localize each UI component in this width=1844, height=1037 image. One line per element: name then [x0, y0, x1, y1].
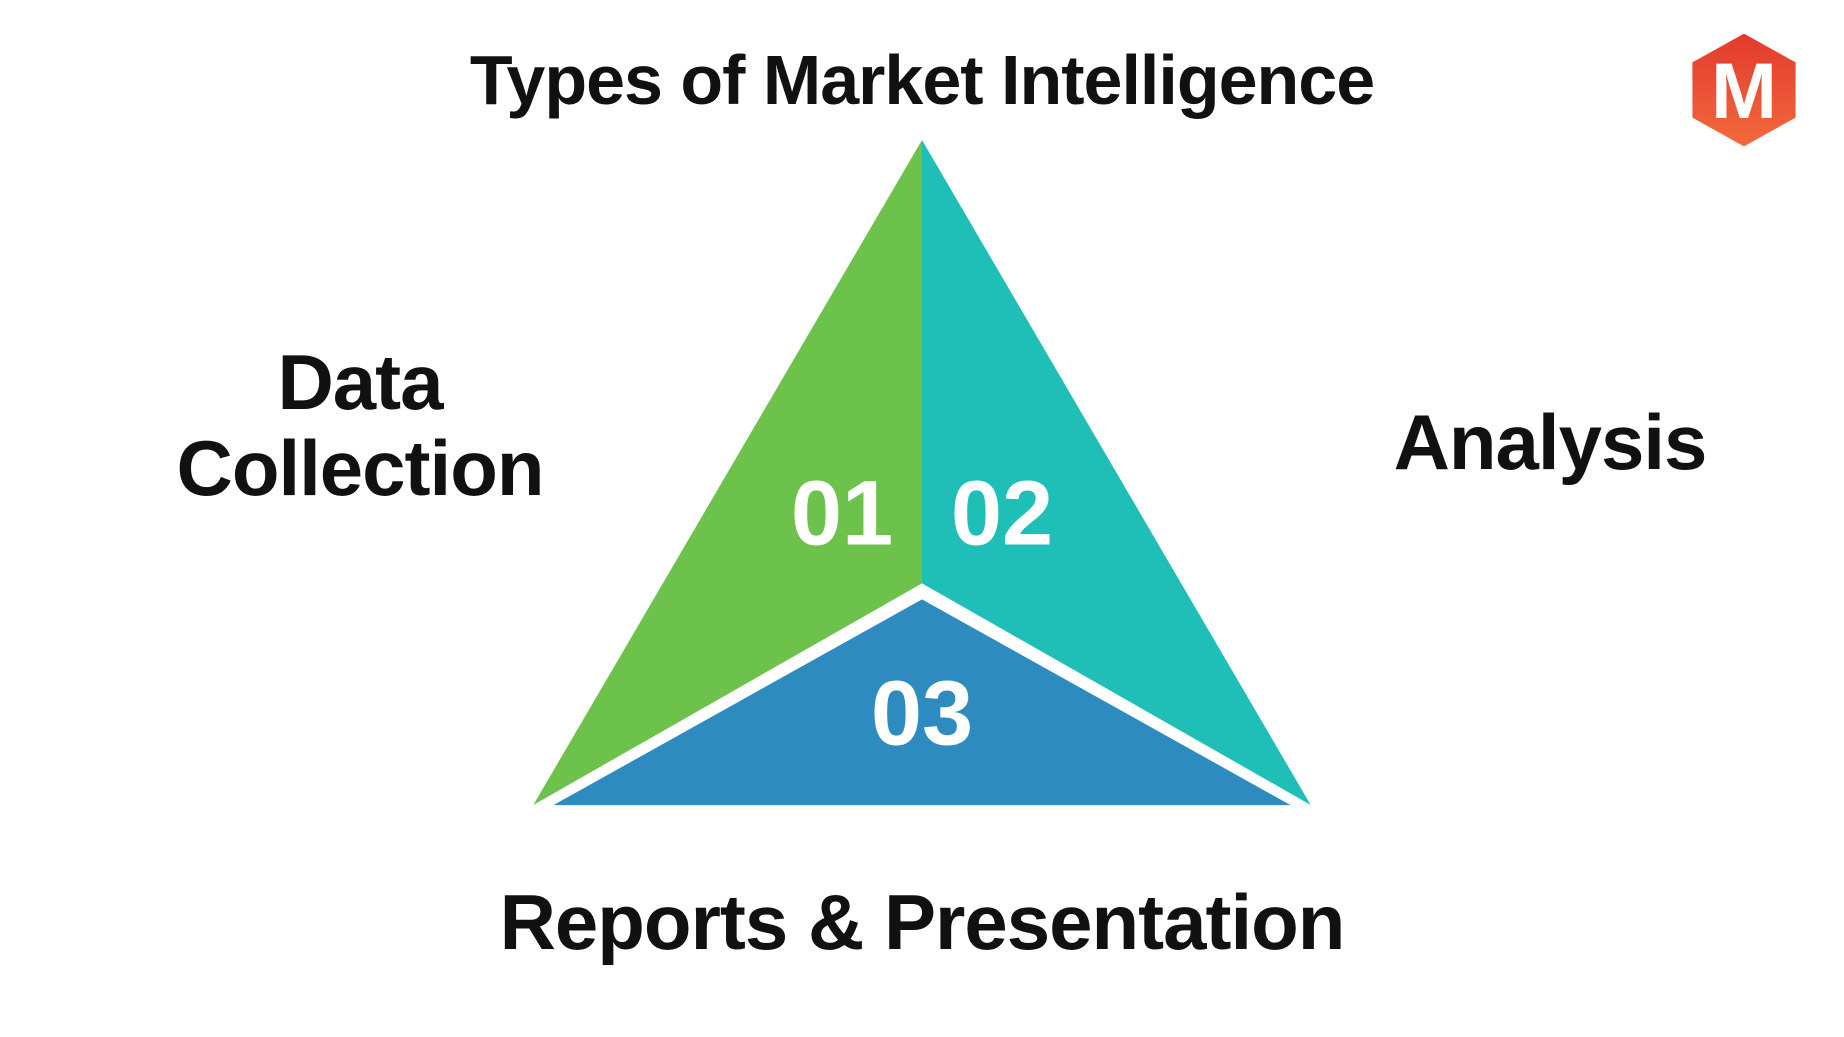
label-reports-presentation: Reports & Presentation: [0, 880, 1844, 966]
page-title: Types of Market Intelligence: [0, 40, 1844, 120]
segment-number-03: 03: [871, 662, 973, 764]
segment-number-02: 02: [951, 462, 1053, 564]
triangle-diagram: 01 02 03: [512, 140, 1332, 840]
segment-number-01: 01: [791, 462, 893, 564]
hexagon-m-icon: M: [1684, 30, 1804, 150]
brand-logo: M: [1684, 30, 1804, 155]
label-analysis: Analysis: [1300, 400, 1800, 486]
logo-letter: M: [1711, 46, 1777, 135]
